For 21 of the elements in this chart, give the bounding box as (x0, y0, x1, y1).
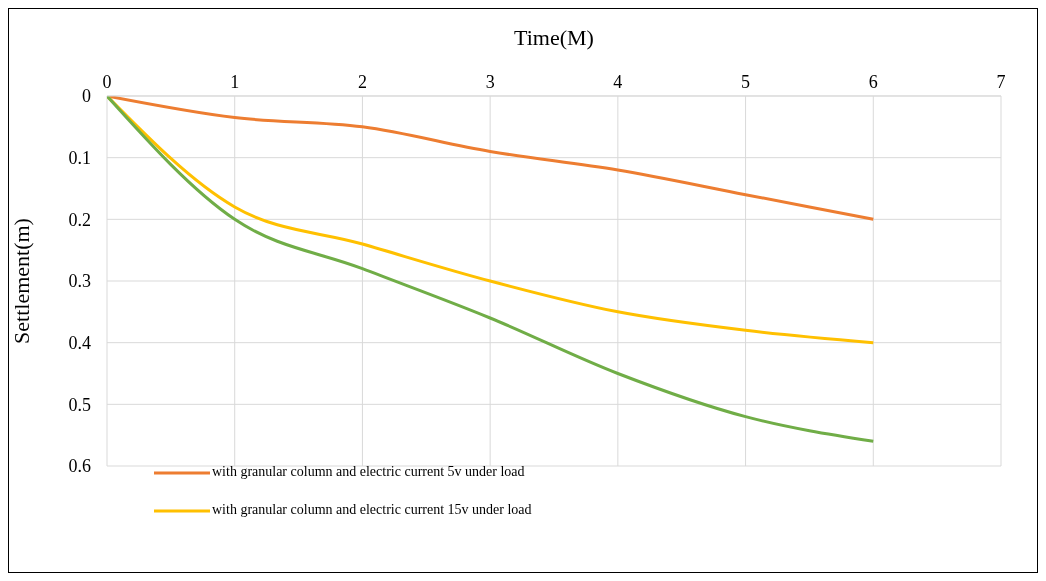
x-tick-label: 1 (230, 72, 240, 92)
x-tick-label: 5 (741, 72, 751, 92)
x-tick-label: 0 (102, 72, 112, 92)
y-tick-label: 0.6 (68, 456, 91, 477)
x-tick-label: 6 (868, 72, 878, 92)
x-axis-title: Time(M) (514, 24, 594, 50)
line-series (107, 96, 875, 345)
x-tick-label: 4 (613, 72, 623, 92)
line-series (107, 96, 875, 443)
y-tick-label: 0.2 (68, 209, 91, 230)
y-tick-label: 0.1 (68, 148, 91, 169)
y-tick-label: 0.5 (68, 394, 91, 415)
y-tick-label: 0.3 (68, 271, 91, 292)
y-axis-title: Settlement(m) (8, 218, 34, 344)
legend-label: with granular column and electric current 5v under load (212, 464, 525, 480)
x-tick-label: 7 (996, 72, 1006, 92)
x-tick-label: 2 (357, 72, 367, 92)
y-tick-label: 0.4 (68, 333, 91, 354)
x-tick-label: 3 (485, 72, 495, 92)
y-tick-label: 0 (82, 86, 91, 107)
legend-label: with granular column and electric current 15v under load (212, 502, 532, 518)
